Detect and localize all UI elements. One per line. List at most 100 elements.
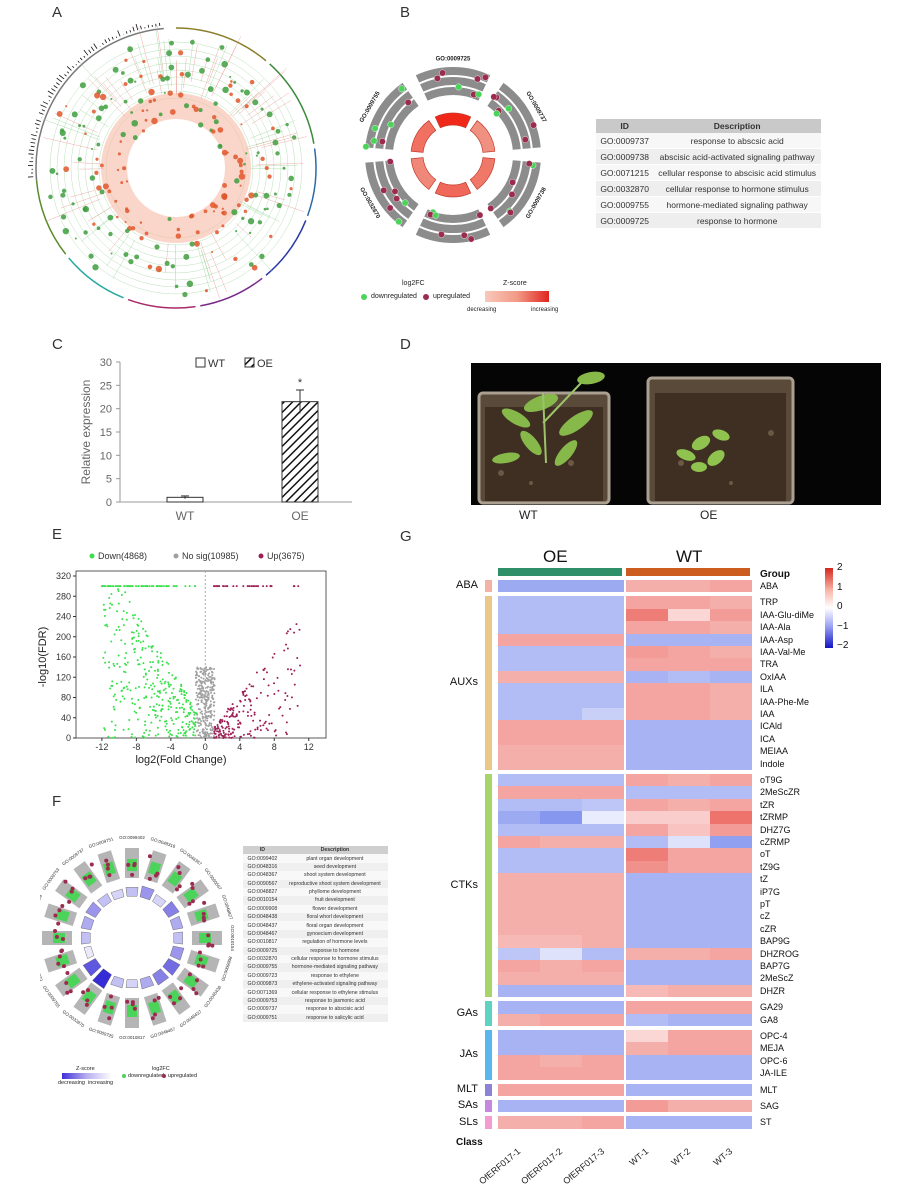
heatmap-cell	[710, 935, 752, 948]
volcano-point	[212, 681, 214, 683]
gene-dot	[372, 125, 378, 131]
volcano-point	[293, 585, 295, 587]
gene-dot	[82, 125, 85, 128]
gene-dot	[134, 81, 136, 83]
volcano-point	[159, 720, 161, 722]
gene-dot	[81, 990, 85, 994]
volcano-point	[142, 662, 144, 664]
gene-dot	[267, 174, 271, 178]
heatmap-cell	[710, 848, 752, 861]
gene-dot	[165, 76, 170, 81]
heatmap-cell	[668, 1001, 710, 1014]
y-tick-label: 15	[100, 427, 112, 439]
volcano-point	[222, 730, 224, 732]
heatmap-cell	[710, 985, 752, 998]
table-cell: GO:0048316	[243, 863, 282, 871]
go-id-label: GO:0071369	[40, 894, 43, 921]
volcano-point	[195, 721, 197, 723]
table-cell: response to abscisic acid	[282, 1005, 388, 1013]
gene-dot	[142, 60, 145, 63]
gene-dot	[199, 958, 203, 962]
table-cell: GO:0048467	[243, 930, 282, 938]
volcano-point	[287, 648, 289, 650]
volcano-point	[156, 651, 158, 653]
volcano-point	[233, 729, 235, 731]
volcano-point	[267, 729, 269, 731]
volcano-point	[124, 591, 126, 593]
gene-dot	[159, 113, 163, 117]
heatmap-cell	[498, 1100, 540, 1113]
heatmap-cell	[668, 1030, 710, 1043]
volcano-point	[140, 656, 142, 658]
gene-dot	[167, 90, 172, 95]
zscore-bar	[83, 958, 101, 976]
volcano-point	[221, 725, 223, 727]
legend-down-label: downregulated	[371, 293, 417, 300]
table-cell: GO:0090567	[243, 880, 282, 888]
volcano-point	[231, 737, 233, 739]
volcano-point	[259, 720, 261, 722]
x-tick-label: 0	[203, 742, 208, 752]
zscore-title: Z-score	[76, 1066, 95, 1072]
table-cell: reproductive shoot system development	[282, 880, 388, 888]
gene-dot	[65, 971, 69, 975]
volcano-point	[152, 683, 154, 685]
outer-tick	[59, 75, 64, 79]
heatmap-cell	[626, 1014, 668, 1027]
outer-tick	[28, 154, 33, 155]
gene-dot	[120, 181, 123, 184]
outer-tick	[30, 142, 35, 143]
go-id-label: GO:0009908	[220, 955, 233, 982]
volcano-point	[152, 661, 154, 663]
panel-label-f: F	[52, 793, 61, 810]
outer-segment	[69, 258, 124, 298]
heatmap-cell	[710, 1067, 752, 1080]
volcano-point	[121, 618, 123, 620]
volcano-point	[199, 693, 201, 695]
volcano-point	[156, 695, 158, 697]
table-cell: response to ethylene	[282, 972, 388, 980]
volcano-point	[213, 719, 215, 721]
gene-dot	[139, 236, 143, 240]
table-cell: GO:0009737	[243, 1005, 282, 1013]
heatmap-cell	[626, 1067, 668, 1080]
gene-dot	[107, 873, 111, 877]
gene-dot	[214, 119, 219, 124]
heatmap-cell	[498, 596, 540, 609]
volcano-point	[206, 711, 208, 713]
gene-dot	[290, 187, 293, 190]
volcano-point	[197, 667, 199, 669]
gene-dot	[60, 949, 64, 953]
volcano-point	[179, 707, 181, 709]
volcano-point	[118, 603, 120, 605]
volcano-point	[265, 721, 267, 723]
volcano-point	[218, 736, 220, 738]
volcano-point	[234, 716, 236, 718]
volcano-point	[236, 585, 238, 587]
volcano-point	[171, 692, 173, 694]
table-header-id: ID	[243, 846, 282, 854]
heatmap-cell	[582, 1042, 624, 1055]
gene-dot	[234, 178, 239, 183]
gene-dot	[283, 167, 286, 170]
gene-dot	[239, 163, 243, 167]
legend-dot	[174, 554, 179, 559]
heatmap-cell	[626, 1001, 668, 1014]
heatmap-cell	[540, 824, 582, 837]
volcano-point	[137, 699, 139, 701]
gene-dot	[125, 1000, 129, 1004]
volcano-point	[206, 715, 208, 717]
row-label: ICA	[760, 733, 775, 745]
gene-dot	[91, 148, 93, 150]
volcano-point	[250, 585, 252, 587]
y-tick-label: 0	[66, 733, 71, 743]
volcano-point	[290, 668, 292, 670]
outer-tick	[94, 44, 97, 49]
volcano-point	[262, 724, 264, 726]
volcano-point	[123, 698, 125, 700]
heatmap-cell	[710, 634, 752, 647]
volcano-point	[202, 717, 204, 719]
